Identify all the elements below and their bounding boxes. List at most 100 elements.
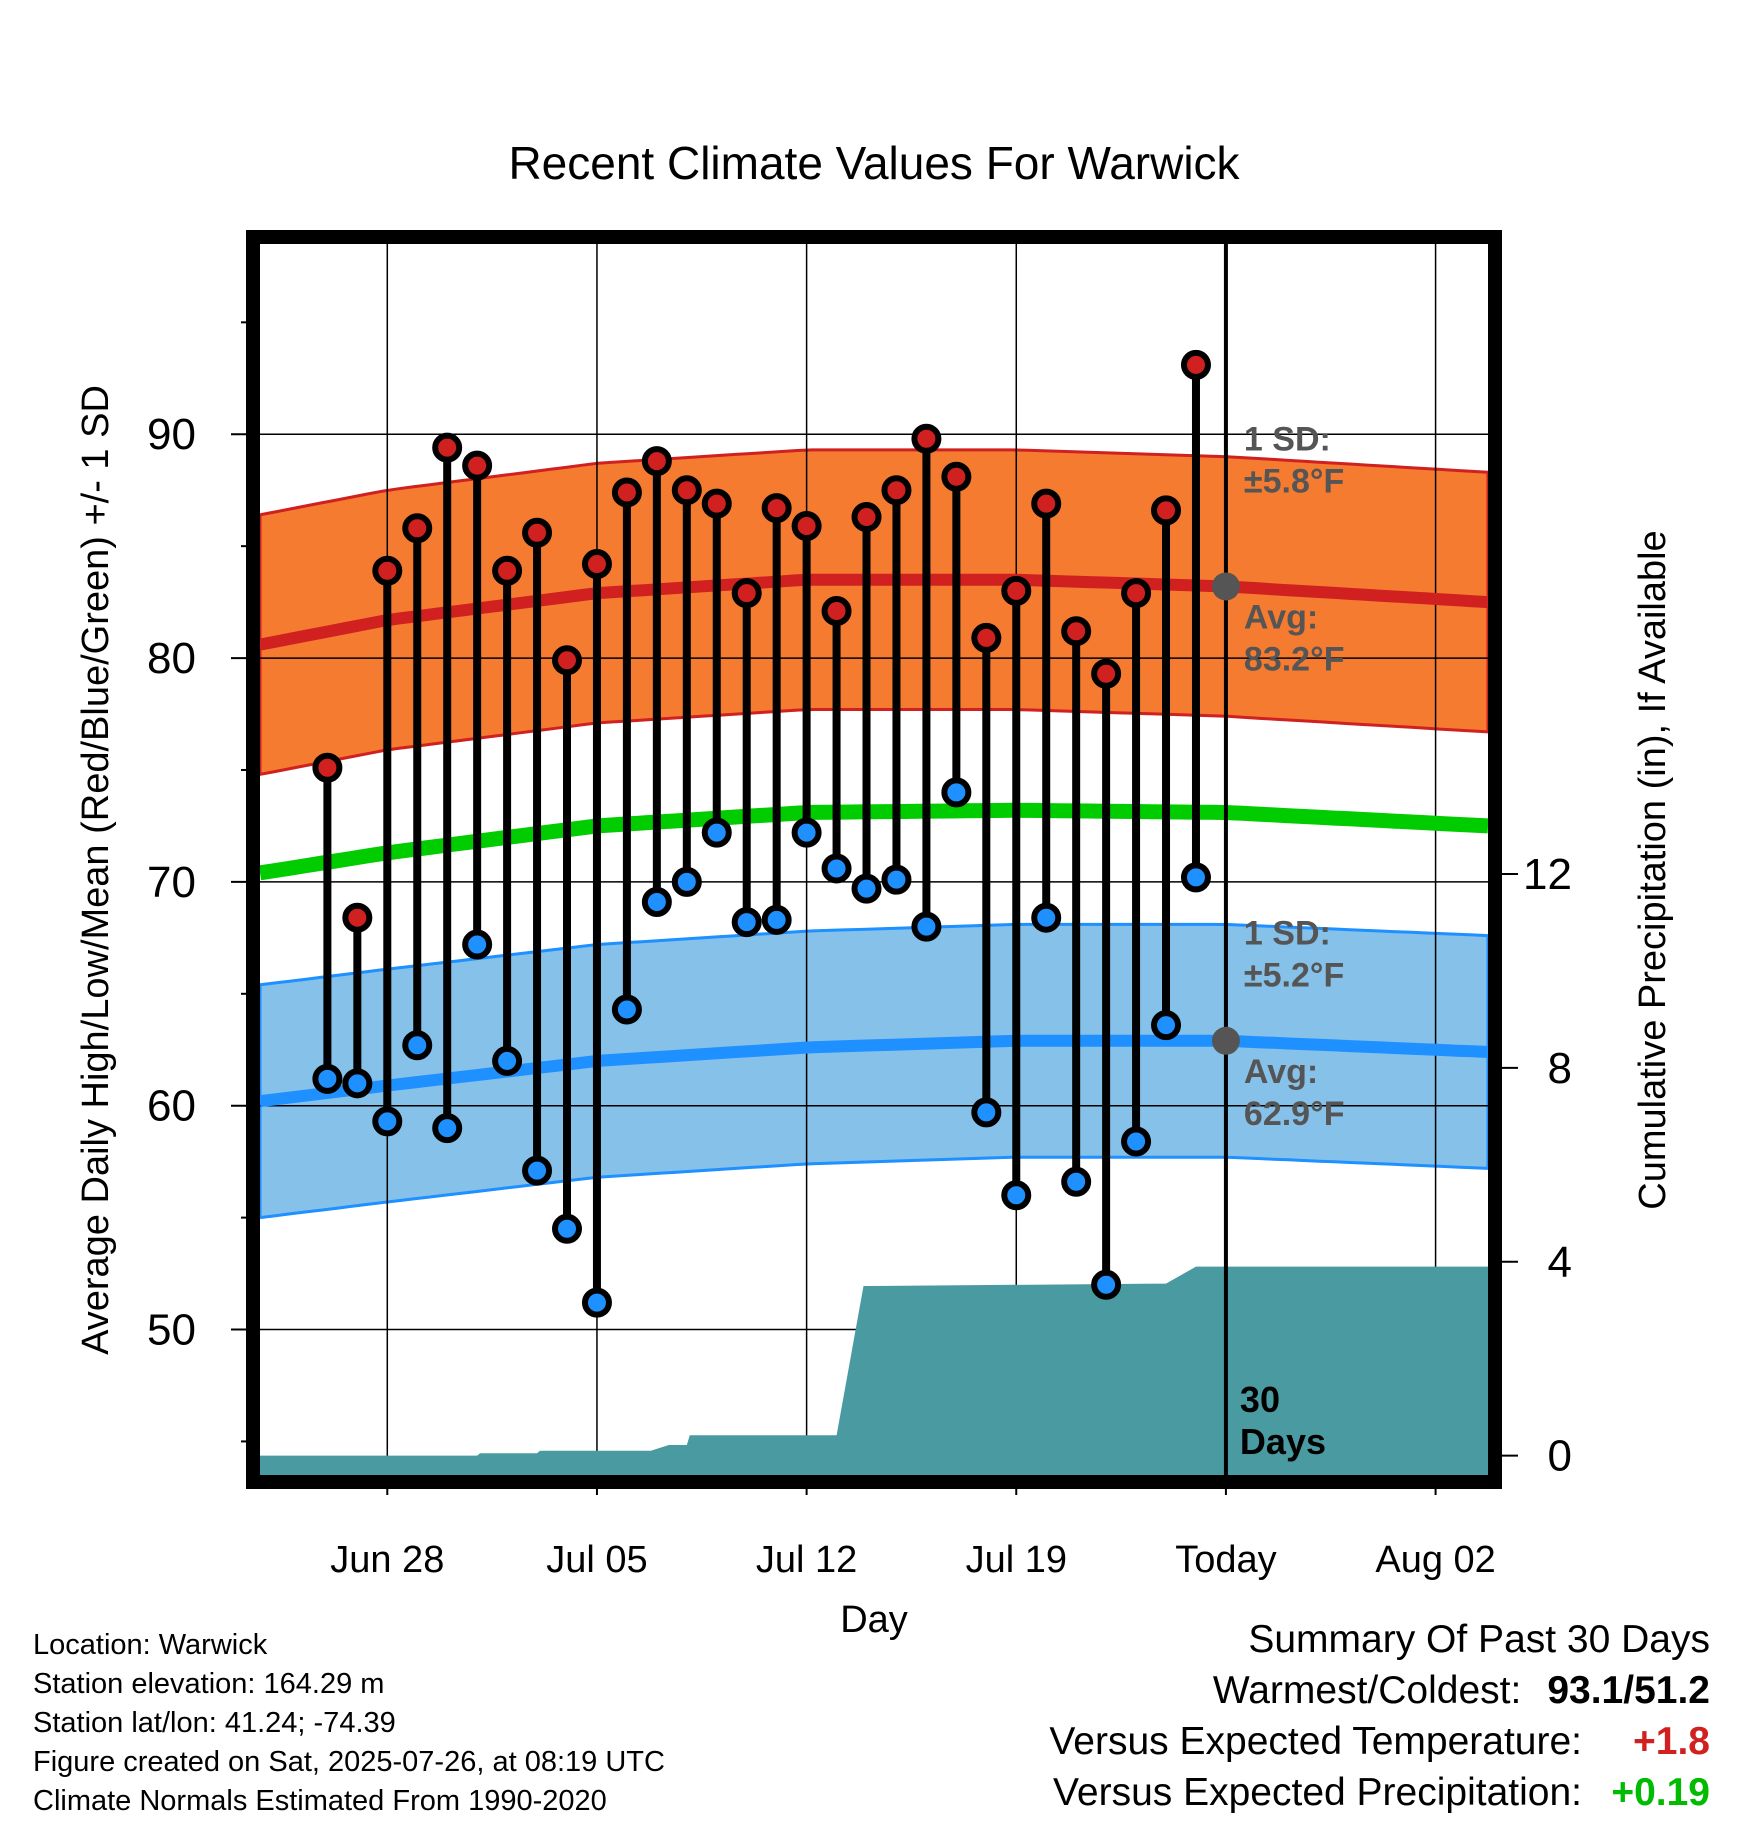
daily-high-point bbox=[971, 622, 1002, 653]
daily-low-point bbox=[971, 1097, 1002, 1128]
temp-anomaly-label: Versus Expected Temperature: bbox=[1049, 1720, 1582, 1763]
y-tick-label: 90 bbox=[147, 410, 196, 459]
summary-panel: Summary Of Past 30 Days Warmest/Coldest:… bbox=[1049, 1614, 1710, 1818]
high-avg-annotation: 83.2°F bbox=[1244, 640, 1345, 678]
daily-low-point bbox=[761, 904, 792, 935]
daily-high-point bbox=[881, 475, 912, 506]
plot-content: 1 SD: ±5.8°F Avg: 83.2°F 1 SD: ±5.2°F Avg: 62.9… bbox=[260, 244, 1488, 1475]
low-avg-annotation: Avg: bbox=[1244, 1053, 1318, 1091]
y-axis: 50 60 70 80 90 bbox=[147, 321, 253, 1443]
y-tick-label: 80 bbox=[147, 634, 196, 683]
daily-high-point bbox=[731, 578, 762, 609]
y-tick-label: 70 bbox=[147, 858, 196, 907]
x-tick-label: Aug 02 bbox=[1375, 1539, 1495, 1581]
daily-low-point bbox=[611, 994, 642, 1025]
today-days-label: Days bbox=[1240, 1421, 1326, 1462]
plot-frame bbox=[246, 230, 1502, 1489]
daily-low-point bbox=[1061, 1166, 1092, 1197]
y2-axis-label: Cumulative Precipitation (in), If Availa… bbox=[1632, 530, 1674, 1209]
daily-high-point bbox=[941, 461, 972, 492]
warmest-coldest-value: 93.1/51.2 bbox=[1547, 1669, 1710, 1712]
daily-low-point bbox=[1091, 1269, 1122, 1300]
daily-high-point bbox=[1121, 578, 1152, 609]
summary-title: Summary Of Past 30 Days bbox=[1248, 1618, 1710, 1661]
x-tick-label: Jul 05 bbox=[546, 1539, 647, 1581]
y-tick-label: 60 bbox=[147, 1082, 196, 1131]
daily-high-point bbox=[1061, 616, 1092, 647]
created-text: Figure created on Sat, 2025-07-26, at 08… bbox=[33, 1746, 665, 1778]
daily-high-point bbox=[611, 477, 642, 508]
daily-low-point bbox=[701, 817, 732, 848]
y-tick-label: 50 bbox=[147, 1306, 196, 1355]
daily-high-point bbox=[791, 511, 822, 542]
y2-tick-label: 12 bbox=[1523, 850, 1572, 899]
x-axis: Jun 28 Jul 05 Jul 12 Jul 19 Today Aug 02 bbox=[330, 1482, 1496, 1581]
daily-high-point bbox=[641, 446, 672, 477]
low-sd-annotation: ±5.2°F bbox=[1244, 956, 1344, 994]
chart-title: Recent Climate Values For Warwick bbox=[508, 137, 1240, 189]
daily-high-point bbox=[1091, 658, 1122, 689]
y2-tick-label: 8 bbox=[1548, 1044, 1572, 1093]
high-avg-annotation: Avg: bbox=[1244, 598, 1318, 636]
daily-low-point bbox=[851, 873, 882, 904]
daily-low-point bbox=[462, 929, 493, 960]
daily-high-point bbox=[432, 432, 463, 463]
daily-low-point bbox=[342, 1068, 373, 1099]
daily-high-point bbox=[911, 423, 942, 454]
daily-high-point bbox=[821, 596, 852, 627]
today-normal-low-dot bbox=[1211, 1026, 1240, 1055]
normal-high-line bbox=[260, 573, 1488, 651]
elevation-text: Station elevation: 164.29 m bbox=[33, 1668, 385, 1700]
daily-high-point bbox=[761, 493, 792, 524]
daily-low-point bbox=[402, 1030, 433, 1061]
precip-area bbox=[260, 1266, 1488, 1475]
x-tick-label: Jul 12 bbox=[756, 1539, 857, 1581]
warmest-coldest-label: Warmest/Coldest: bbox=[1212, 1669, 1522, 1712]
daily-low-point bbox=[372, 1106, 403, 1137]
temp-anomaly-value: +1.8 bbox=[1633, 1720, 1710, 1763]
daily-low-point bbox=[641, 887, 672, 918]
daily-high-point bbox=[1031, 488, 1062, 519]
precip-anomaly-label: Versus Expected Precipitation: bbox=[1053, 1771, 1582, 1814]
daily-high-point bbox=[1151, 495, 1182, 526]
daily-high-point bbox=[671, 475, 702, 506]
daily-high-point bbox=[462, 450, 493, 481]
plot-area: 1 SD: ±5.8°F Avg: 83.2°F 1 SD: ±5.2°F Avg: 62.9… bbox=[147, 230, 1572, 1581]
daily-high-point bbox=[581, 549, 612, 580]
daily-low-point bbox=[731, 907, 762, 938]
warmest-coldest-row: Warmest/Coldest: 93.1/51.2 bbox=[1049, 1665, 1710, 1716]
y2-tick-label: 0 bbox=[1548, 1432, 1572, 1481]
high-sd-annotation: 1 SD: bbox=[1244, 421, 1331, 459]
normal-low-line bbox=[260, 1034, 1488, 1108]
daily-low-point bbox=[1031, 902, 1062, 933]
station-info: Location: Warwick Station elevation: 164… bbox=[33, 1626, 665, 1821]
daily-high-point bbox=[701, 488, 732, 519]
daily-low-point bbox=[581, 1287, 612, 1318]
daily-high-point bbox=[312, 752, 343, 783]
location-text: Location: Warwick bbox=[33, 1629, 268, 1661]
low-sd-annotation: 1 SD: bbox=[1244, 914, 1331, 952]
daily-high-point bbox=[342, 902, 373, 933]
daily-high-point bbox=[552, 645, 582, 676]
high-sd-annotation: ±5.8°F bbox=[1244, 463, 1344, 501]
daily-high-point bbox=[522, 517, 553, 548]
latlon-text: Station lat/lon: 41.24; -74.39 bbox=[33, 1707, 396, 1739]
daily-low-point bbox=[1180, 862, 1211, 893]
x-tick-label: Today bbox=[1175, 1539, 1276, 1581]
daily-low-point bbox=[312, 1063, 343, 1094]
daily-low-point bbox=[1001, 1180, 1032, 1211]
daily-low-point bbox=[1151, 1010, 1182, 1041]
daily-high-point bbox=[851, 502, 882, 533]
daily-low-point bbox=[791, 817, 822, 848]
today-normal-high-dot bbox=[1211, 572, 1240, 601]
daily-low-point bbox=[432, 1113, 463, 1144]
daily-low-point bbox=[552, 1213, 582, 1244]
x-tick-label: Jul 19 bbox=[966, 1539, 1067, 1581]
precip-anomaly-value: +0.19 bbox=[1611, 1771, 1710, 1814]
daily-low-point bbox=[941, 777, 972, 808]
normals-text: Climate Normals Estimated From 1990-2020 bbox=[33, 1785, 607, 1817]
daily-high-point bbox=[1180, 349, 1211, 380]
y-axis-label: Average Daily High/Low/Mean (Red/Blue/Gr… bbox=[75, 385, 117, 1355]
daily-low-point bbox=[671, 866, 702, 897]
